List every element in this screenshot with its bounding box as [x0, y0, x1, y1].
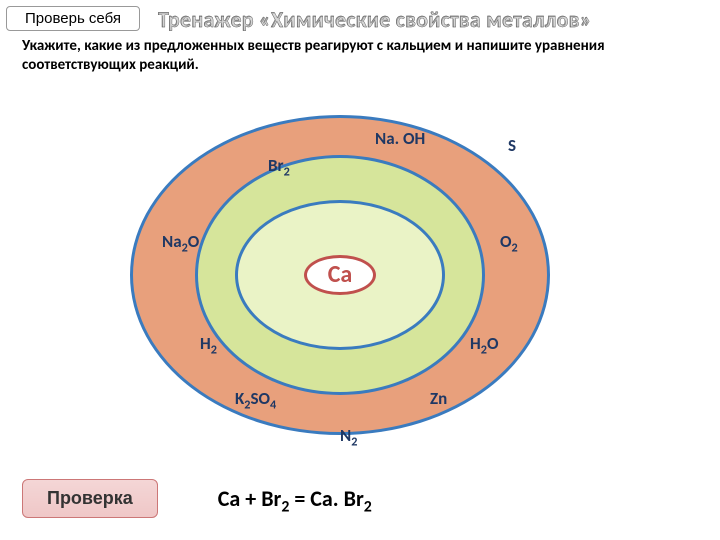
substance-h2o[interactable]: H2O — [470, 335, 498, 352]
substance-h2[interactable]: H2 — [200, 335, 217, 352]
reaction-diagram: Ca Na. OHBr2SNa2OO2H2H2OK2SO4ZnN2 — [130, 115, 550, 435]
center-label: Ca — [328, 263, 353, 287]
substance-o2[interactable]: O2 — [500, 233, 518, 250]
instructions-text: Укажите, какие из предложенных веществ р… — [0, 33, 720, 75]
substance-br2[interactable]: Br2 — [268, 157, 290, 174]
substance-naoh[interactable]: Na. OH — [375, 130, 425, 147]
substance-k2so4[interactable]: K2SO4 — [235, 390, 276, 407]
check-yourself-button[interactable]: Проверь себя — [6, 6, 140, 31]
substance-zn[interactable]: Zn — [430, 390, 447, 407]
center-element[interactable]: Ca — [304, 255, 376, 295]
page-title: Тренажер «Химические свойства металлов» — [158, 6, 592, 33]
reaction-equation: Ca + Br2 = Ca. Br2 — [218, 485, 372, 512]
substance-s[interactable]: S — [508, 137, 516, 154]
substance-na2o[interactable]: Na2O — [162, 233, 199, 250]
verify-button[interactable]: Проверка — [22, 479, 158, 518]
substance-n2[interactable]: N2 — [340, 427, 357, 444]
